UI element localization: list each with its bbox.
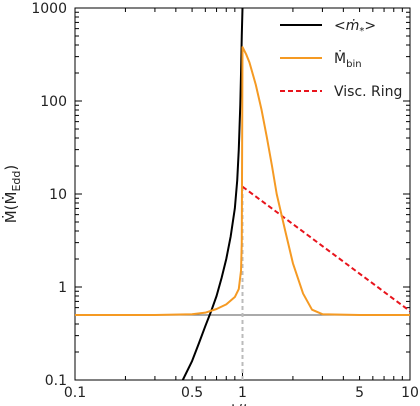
legend-label: Ṁbin bbox=[334, 49, 362, 70]
y-axis-title: Ṁ(ṀEdd) bbox=[1, 165, 23, 224]
y-tick-label: 100 bbox=[40, 94, 67, 110]
series-layer bbox=[75, 8, 410, 380]
x-tick-label: 0.5 bbox=[181, 385, 203, 401]
y-tick-label: 10 bbox=[49, 187, 67, 203]
series-line bbox=[241, 185, 410, 312]
y-tick-label: 1000 bbox=[31, 1, 67, 17]
legend-label: Visc. Ring bbox=[334, 84, 402, 100]
series-line bbox=[75, 46, 410, 316]
legend: <ṁ*> Ṁbin Visc. Ring bbox=[280, 18, 402, 100]
tick-labels-layer: 0.1 0.5 1 5 10 0.1 1 10 100 1000 bbox=[31, 1, 419, 401]
ticks-layer bbox=[74, 7, 411, 381]
x-tick-label: 5 bbox=[355, 385, 364, 401]
legend-label: <ṁ*> bbox=[334, 18, 376, 37]
y-tick-label: 0.1 bbox=[45, 373, 67, 389]
x-tick-label: 0.1 bbox=[64, 385, 86, 401]
x-tick-label: 10 bbox=[401, 385, 419, 401]
x-axis-title: t/tc bbox=[231, 401, 254, 406]
y-tick-label: 1 bbox=[58, 280, 67, 296]
x-tick-label: 1 bbox=[238, 385, 247, 401]
series-line bbox=[181, 8, 244, 380]
